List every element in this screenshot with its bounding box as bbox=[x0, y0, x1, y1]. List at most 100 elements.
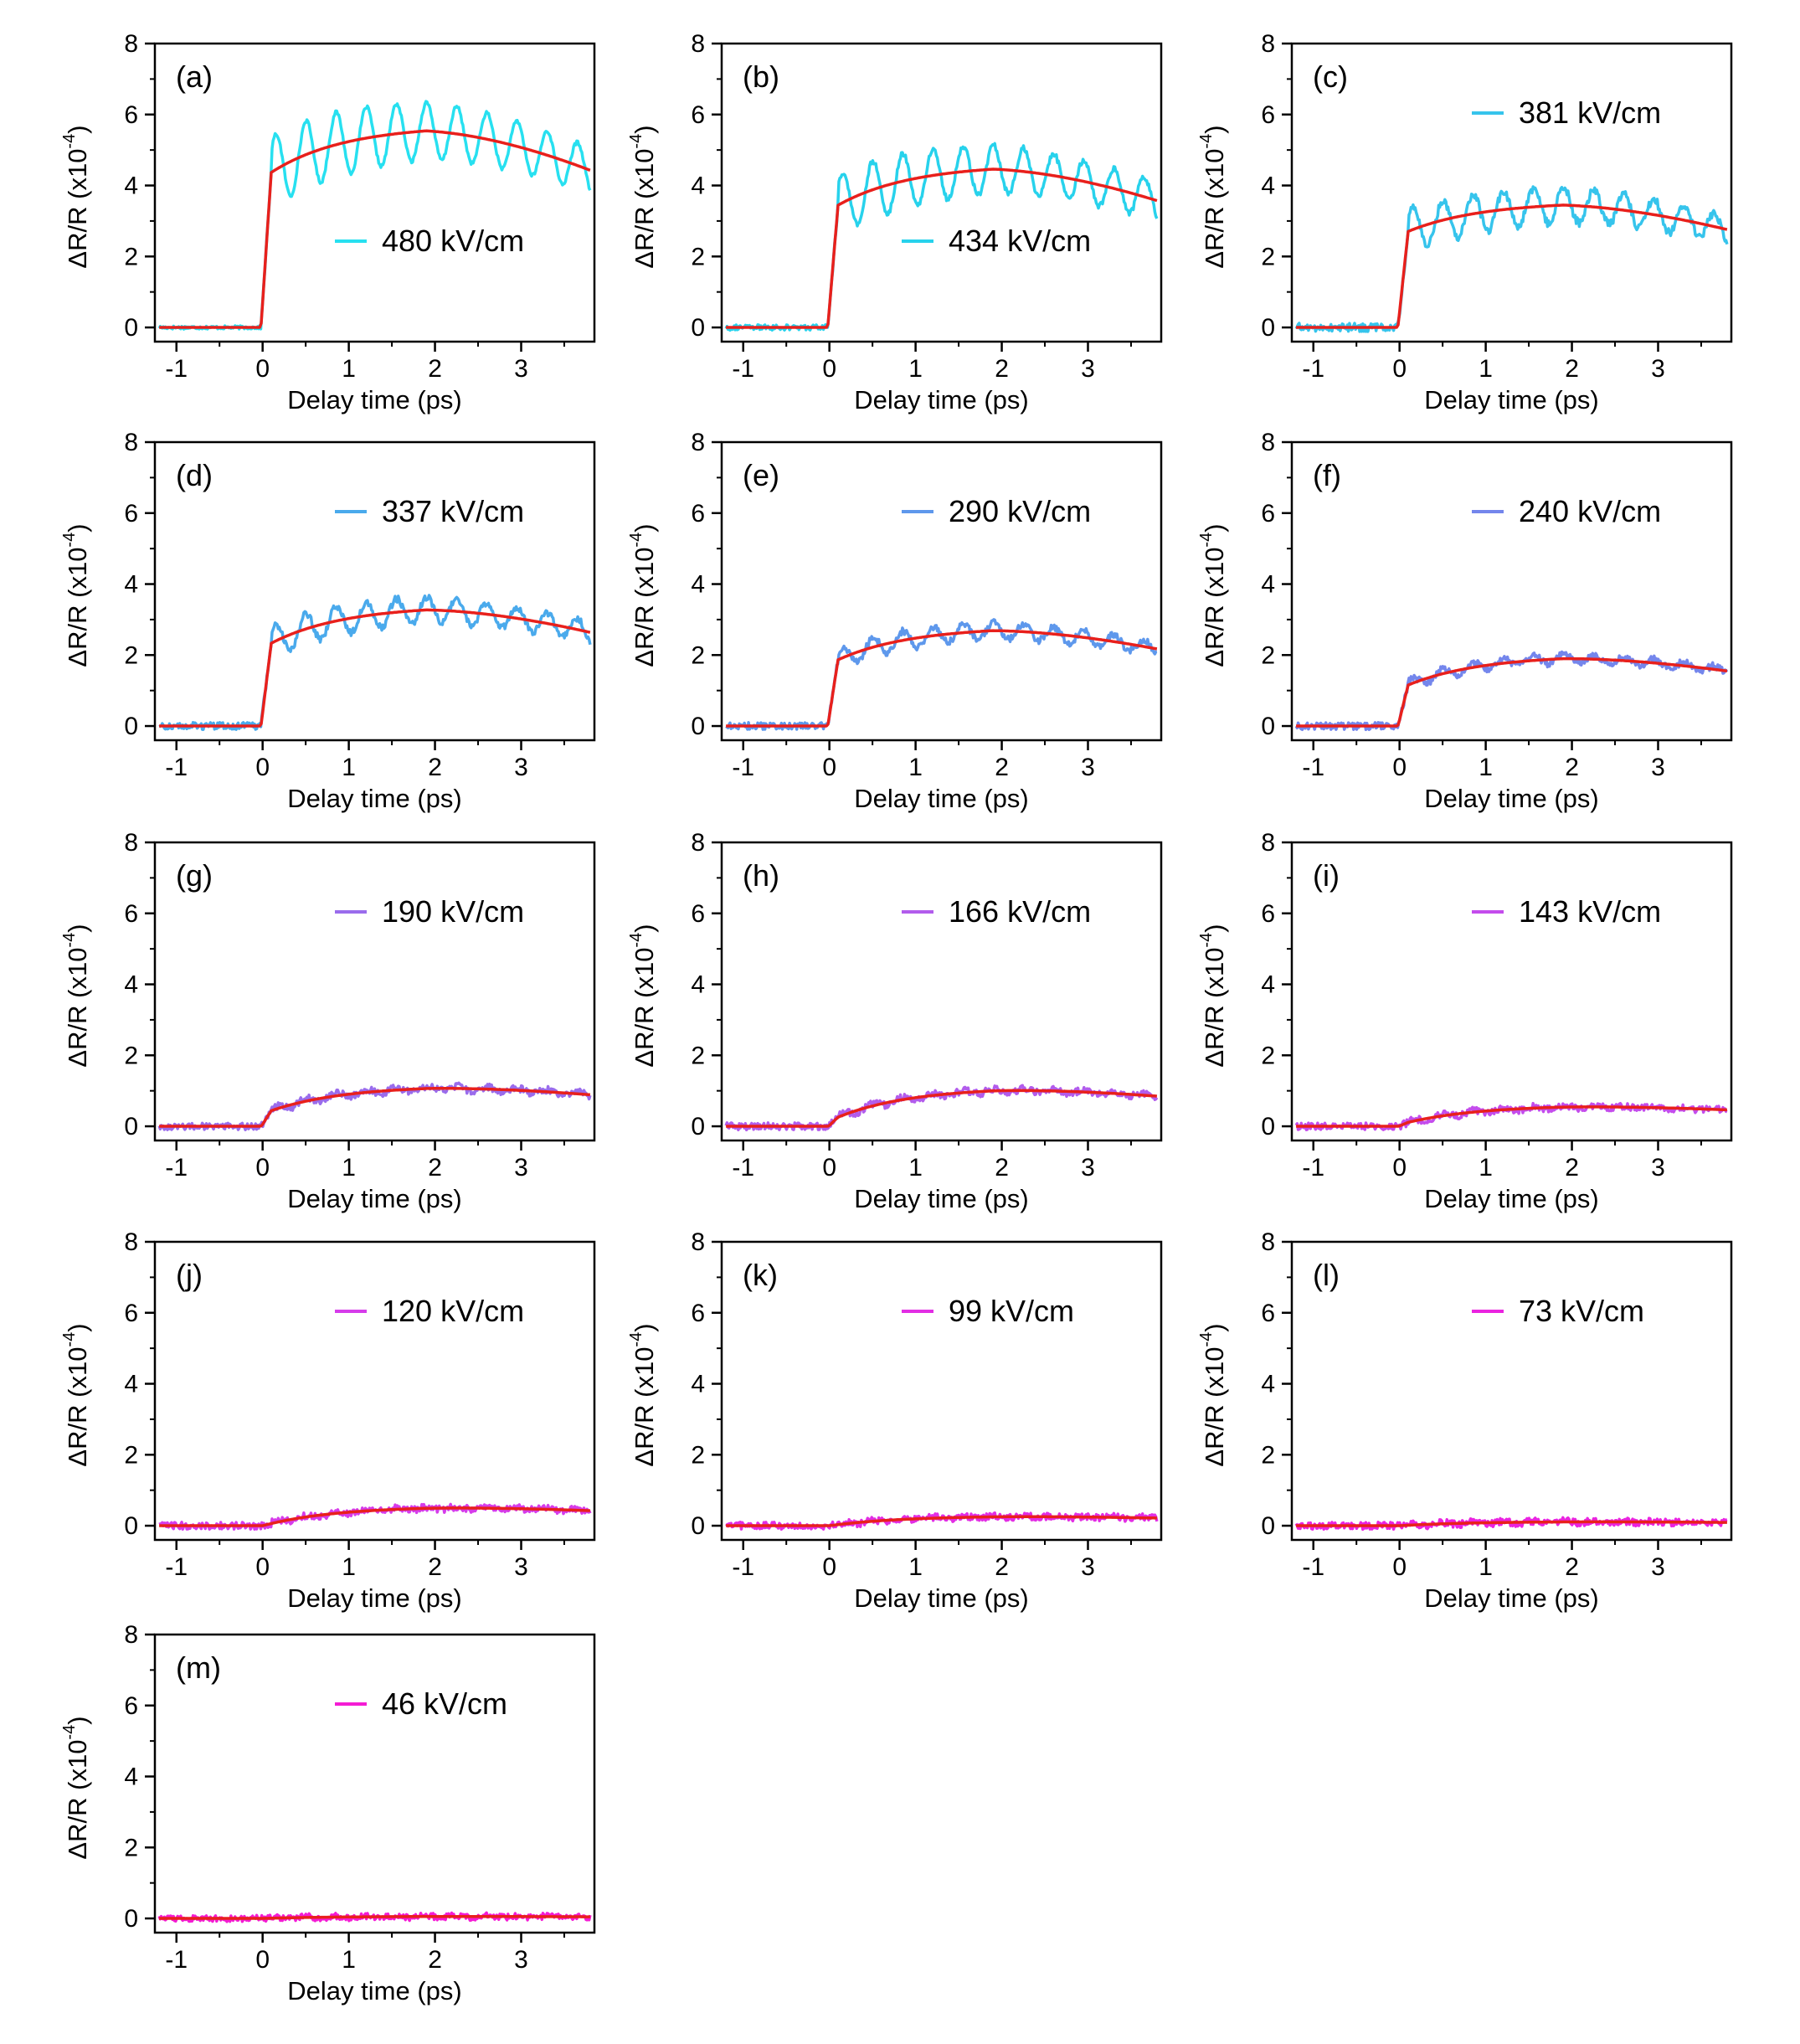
y-axis-title-exponent: -4 bbox=[627, 533, 645, 548]
x-tick-label: 3 bbox=[1081, 754, 1095, 781]
y-tick-label: 8 bbox=[124, 1621, 138, 1649]
x-tick-label: -1 bbox=[1302, 754, 1324, 781]
fit-curve-line bbox=[159, 1087, 591, 1128]
panel-a: 0 2 4 6 8 -1 0 1 2 3 Delay time (ps) ΔR/R (x10-4) (a… bbox=[60, 30, 596, 414]
x-tick-label: 1 bbox=[908, 754, 923, 781]
legend-label: 290 kV/cm bbox=[949, 494, 1091, 528]
y-axis-title-base: ΔR/R (x10 bbox=[63, 1740, 92, 1860]
x-axis-title: Delay time (ps) bbox=[287, 1976, 461, 2005]
x-tick-label: 1 bbox=[342, 1154, 356, 1182]
legend-label: 143 kV/cm bbox=[1519, 894, 1661, 929]
data-series-line bbox=[725, 618, 1158, 731]
y-axis-title-close: ) bbox=[63, 1716, 92, 1724]
fit-curve-line bbox=[159, 608, 591, 728]
x-tick-label: 0 bbox=[255, 1154, 270, 1182]
x-tick-label: 0 bbox=[822, 355, 836, 383]
plot-frame bbox=[153, 1633, 596, 1934]
x-tick-label: -1 bbox=[165, 1154, 188, 1182]
x-tick-label: 3 bbox=[1651, 1154, 1665, 1182]
y-tick-label: 6 bbox=[1261, 101, 1275, 129]
x-tick-label: 2 bbox=[995, 1154, 1009, 1182]
panel-label: (g) bbox=[176, 858, 213, 893]
x-tick-label: 2 bbox=[428, 1154, 442, 1182]
plot-frame bbox=[153, 440, 596, 742]
panel-e: 0 2 4 6 8 -1 0 1 2 3 Delay time (ps) ΔR/R (x10-4) (e… bbox=[627, 429, 1163, 813]
x-tick-label: -1 bbox=[732, 1154, 754, 1182]
y-axis-title: ΔR/R (x10-4) bbox=[1197, 924, 1229, 1067]
y-axis-title-exponent: -4 bbox=[60, 134, 79, 149]
fit-curve-line bbox=[159, 1914, 590, 1920]
x-tick-label: 0 bbox=[822, 1154, 836, 1182]
x-tick-label: 0 bbox=[255, 1946, 270, 1974]
x-tick-label: 2 bbox=[995, 355, 1009, 383]
y-axis-title: ΔR/R (x10-4) bbox=[1197, 1323, 1229, 1466]
y-axis-title: ΔR/R (x10-4) bbox=[627, 125, 659, 268]
y-tick-label: 2 bbox=[1261, 1441, 1275, 1469]
x-axis-title: Delay time (ps) bbox=[854, 1583, 1028, 1613]
y-tick-label: 4 bbox=[1261, 571, 1275, 599]
x-tick-label: 2 bbox=[1565, 1154, 1579, 1182]
x-tick-label: -1 bbox=[165, 754, 188, 781]
y-tick-label: 0 bbox=[1261, 314, 1275, 342]
legend-label: 99 kV/cm bbox=[949, 1294, 1074, 1328]
y-axis-title: ΔR/R (x10-4) bbox=[60, 1716, 92, 1859]
y-axis-title-exponent: -4 bbox=[1197, 533, 1216, 548]
y-tick-label: 6 bbox=[124, 900, 138, 928]
y-tick-label: 0 bbox=[691, 1512, 705, 1540]
y-axis-title: ΔR/R (x10-4) bbox=[627, 1323, 659, 1466]
y-tick-label: 0 bbox=[124, 713, 138, 740]
y-axis-title-base: ΔR/R (x10 bbox=[1200, 548, 1229, 667]
legend-label: 73 kV/cm bbox=[1519, 1294, 1644, 1328]
y-axis-title-close: ) bbox=[630, 924, 659, 932]
x-tick-label: 2 bbox=[995, 754, 1009, 781]
x-axis-title: Delay time (ps) bbox=[854, 784, 1028, 813]
x-tick-label: 1 bbox=[908, 1553, 923, 1581]
y-axis-title: ΔR/R (x10-4) bbox=[60, 1323, 92, 1466]
plot-frame bbox=[153, 1240, 596, 1542]
y-tick-label: 6 bbox=[1261, 500, 1275, 528]
y-tick-label: 6 bbox=[1261, 900, 1275, 928]
y-tick-label: 8 bbox=[124, 429, 138, 456]
y-axis-title-exponent: -4 bbox=[60, 533, 79, 548]
panel-label: (j) bbox=[176, 1258, 203, 1292]
y-axis-title-base: ΔR/R (x10 bbox=[63, 948, 92, 1068]
x-axis-title: Delay time (ps) bbox=[287, 784, 461, 813]
y-axis-title-close: ) bbox=[1200, 1323, 1229, 1331]
x-axis-title: Delay time (ps) bbox=[287, 385, 461, 414]
x-tick-label: 1 bbox=[1479, 1553, 1493, 1581]
data-series-line bbox=[724, 142, 1159, 332]
x-tick-label: 3 bbox=[1651, 1553, 1665, 1581]
x-tick-label: 0 bbox=[1392, 1553, 1407, 1581]
x-tick-label: 3 bbox=[1651, 754, 1665, 781]
y-axis-title-close: ) bbox=[1200, 523, 1229, 532]
x-tick-label: 1 bbox=[908, 1154, 923, 1182]
x-tick-label: 2 bbox=[1565, 1553, 1579, 1581]
y-tick-label: 0 bbox=[691, 1113, 705, 1140]
panel-label: (f) bbox=[1313, 458, 1341, 492]
y-axis-title: ΔR/R (x10-4) bbox=[627, 523, 659, 667]
plot-frame bbox=[153, 841, 596, 1142]
y-tick-label: 8 bbox=[124, 829, 138, 857]
y-tick-label: 2 bbox=[691, 1441, 705, 1469]
y-tick-label: 4 bbox=[1261, 172, 1275, 200]
plot-frame bbox=[153, 42, 596, 343]
y-axis-title-close: ) bbox=[630, 523, 659, 532]
fit-curve-line bbox=[1296, 1105, 1727, 1128]
x-tick-label: 3 bbox=[514, 355, 528, 383]
x-tick-label: 3 bbox=[514, 1154, 528, 1182]
y-tick-label: 4 bbox=[124, 1371, 138, 1398]
y-axis-title-close: ) bbox=[630, 125, 659, 133]
y-tick-label: 6 bbox=[691, 1300, 705, 1327]
y-tick-label: 0 bbox=[1261, 713, 1275, 740]
y-axis-title: ΔR/R (x10-4) bbox=[1197, 125, 1229, 268]
x-tick-label: 2 bbox=[995, 1553, 1009, 1581]
y-tick-label: 6 bbox=[124, 500, 138, 528]
y-axis-title-base: ΔR/R (x10 bbox=[630, 149, 659, 269]
panel-label: (d) bbox=[176, 458, 213, 492]
plot-frame bbox=[1290, 440, 1733, 742]
panel-h: 0 2 4 6 8 -1 0 1 2 3 Delay time (ps) ΔR/R (x10-4) (h… bbox=[627, 829, 1163, 1213]
x-axis-title: Delay time (ps) bbox=[854, 385, 1028, 414]
y-tick-label: 0 bbox=[1261, 1512, 1275, 1540]
y-tick-label: 2 bbox=[691, 1042, 705, 1069]
